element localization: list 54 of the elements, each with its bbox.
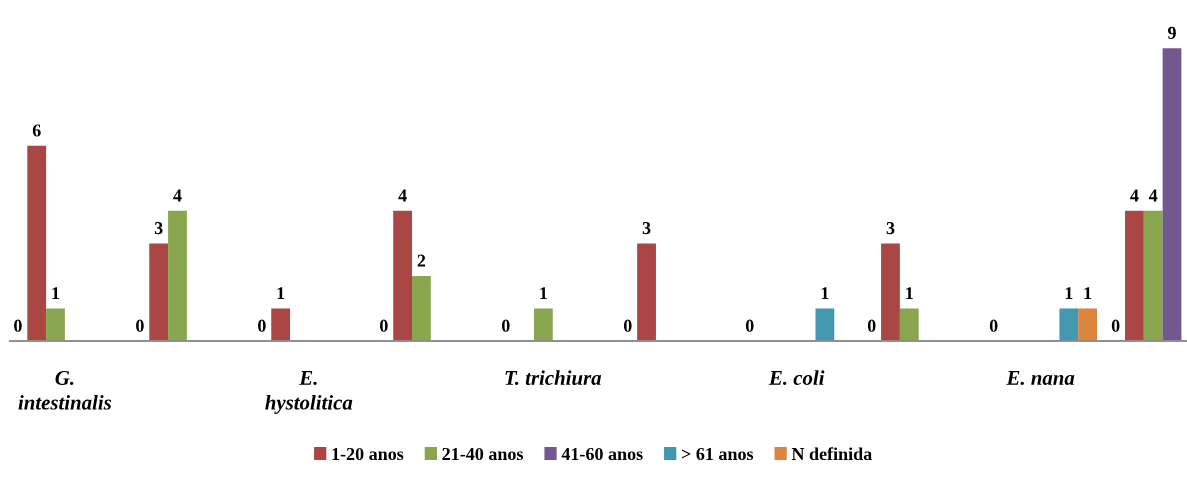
- data-label: 0: [623, 319, 632, 332]
- data-label: 4: [173, 189, 182, 202]
- bar: [271, 308, 291, 341]
- bar: [1078, 308, 1097, 341]
- data-label: 0: [867, 319, 876, 332]
- data-label: 3: [154, 222, 163, 235]
- bar: [1162, 48, 1182, 341]
- legend-label: 1-20 anos: [332, 447, 404, 461]
- x-tick-label: E. hystolitica: [265, 371, 353, 414]
- legend-label: 21-40 anos: [442, 447, 523, 461]
- data-label: 0: [989, 319, 998, 332]
- data-label: 0: [745, 319, 754, 332]
- data-label: 4: [1130, 189, 1139, 202]
- data-label: 9: [1167, 26, 1176, 39]
- bar: [27, 145, 47, 341]
- data-label: 0: [501, 319, 510, 332]
- legend-label: > 61 anos: [681, 447, 754, 461]
- bar: [1125, 210, 1144, 341]
- x-tick-label: G. intestinalis: [18, 370, 112, 410]
- data-label: 0: [380, 319, 388, 332]
- x-tick-label: T. trichiura: [505, 370, 602, 386]
- bar: [149, 243, 169, 341]
- bar: [168, 210, 187, 341]
- bar: [1143, 210, 1163, 341]
- data-label: 1: [540, 287, 547, 300]
- bar: [46, 308, 65, 341]
- data-label: 0: [136, 319, 144, 332]
- data-label: 2: [417, 254, 426, 267]
- data-label: 4: [1148, 189, 1158, 202]
- bar: [815, 308, 835, 341]
- data-label: 4: [398, 189, 407, 202]
- data-label: 1: [1084, 287, 1092, 300]
- legend-label: 41-60 anos: [561, 447, 643, 461]
- data-label: 0: [14, 319, 22, 332]
- bar: [899, 308, 919, 341]
- data-label: 0: [1111, 319, 1120, 332]
- bar: [637, 243, 656, 341]
- bar: [393, 210, 413, 341]
- legend-label: N definida: [791, 447, 872, 461]
- x-tick-label: E. coli: [768, 370, 825, 386]
- data-label: 1: [277, 287, 285, 300]
- data-label: 0: [258, 319, 266, 332]
- data-label: 1: [906, 287, 913, 300]
- data-label: 6: [32, 124, 41, 137]
- data-label: 1: [821, 287, 829, 300]
- bar: [533, 308, 553, 341]
- data-label: 3: [886, 222, 895, 235]
- data-label: 1: [1065, 287, 1073, 300]
- bar: [1059, 308, 1079, 341]
- data-label: 1: [52, 287, 60, 300]
- bar: [881, 243, 900, 341]
- x-tick-label: E. nana: [1006, 371, 1075, 386]
- bar: [412, 275, 431, 341]
- data-label: 3: [642, 222, 651, 235]
